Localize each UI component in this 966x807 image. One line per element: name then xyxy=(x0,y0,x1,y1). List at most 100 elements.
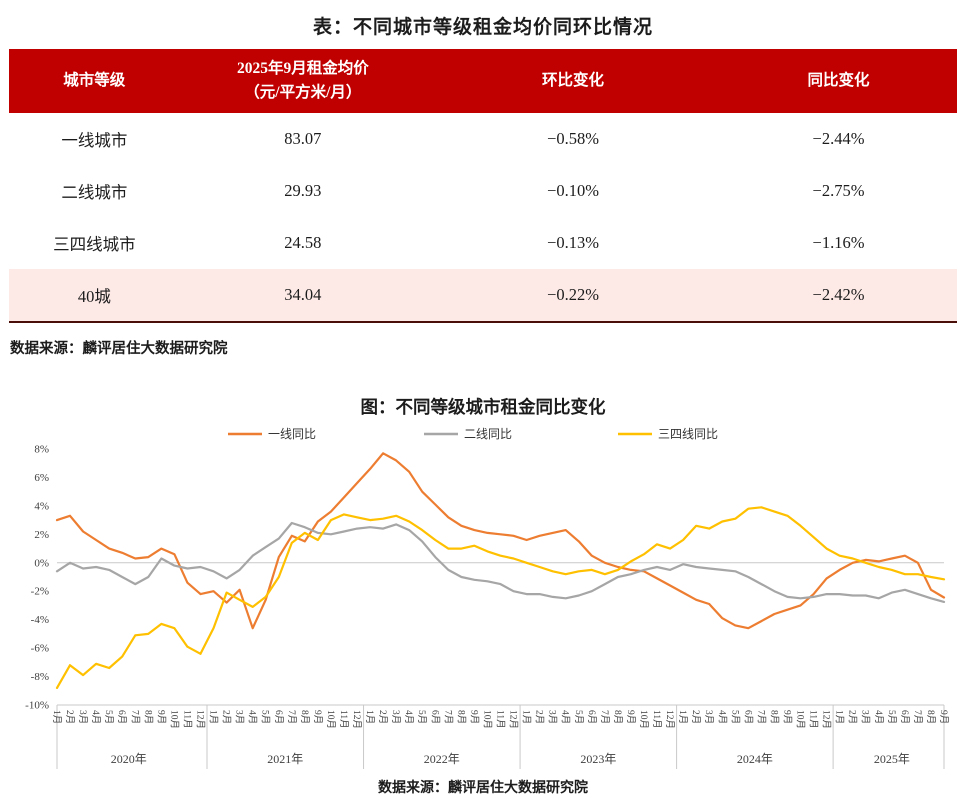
svg-text:二线同比: 二线同比 xyxy=(464,427,512,441)
svg-text:5月: 5月 xyxy=(729,710,740,724)
svg-text:9月: 9月 xyxy=(468,710,479,724)
svg-text:6月: 6月 xyxy=(742,710,753,724)
svg-text:2020年: 2020年 xyxy=(111,752,147,766)
svg-text:12月: 12月 xyxy=(664,710,675,729)
svg-text:2月: 2月 xyxy=(64,710,75,724)
cell-mom: −0.10% xyxy=(547,181,599,201)
col-header-avg-price-line1: 2025年9月租金均价 xyxy=(236,60,369,77)
svg-text:10月: 10月 xyxy=(168,710,179,729)
svg-text:1月: 1月 xyxy=(521,710,532,724)
svg-text:8月: 8月 xyxy=(925,710,936,724)
svg-text:-6%: -6% xyxy=(31,643,49,655)
svg-text:3月: 3月 xyxy=(390,710,401,724)
chart-data-source: 数据来源：麟评居住大数据研究院 xyxy=(378,781,588,797)
svg-text:0%: 0% xyxy=(34,557,49,569)
svg-text:9月: 9月 xyxy=(625,710,636,724)
svg-text:9月: 9月 xyxy=(312,710,323,724)
svg-text:6月: 6月 xyxy=(116,710,127,724)
svg-text:5月: 5月 xyxy=(416,710,427,724)
cell-tier: 三四线城市 xyxy=(53,235,136,255)
cell-mom: −0.58% xyxy=(547,129,599,149)
table-row-tier34: 三四线城市 24.58 −0.13% −1.16% xyxy=(9,217,957,269)
svg-text:10月: 10月 xyxy=(325,710,336,729)
svg-text:1月: 1月 xyxy=(364,710,375,724)
svg-text:6%: 6% xyxy=(34,472,49,484)
col-header-avg-price: 2025年9月租金均价 （元/平方米/月） xyxy=(179,49,427,114)
svg-text:2025年: 2025年 xyxy=(874,752,910,766)
svg-text:一线同比: 一线同比 xyxy=(268,427,316,441)
col-header-avg-price-line2: （元/平方米/月） xyxy=(244,84,362,102)
col-header-mom-change: 环比变化 xyxy=(426,49,720,114)
svg-text:5月: 5月 xyxy=(886,710,897,724)
report-page: 表：不同城市等级租金均价同环比情况 城市等级 2025年9月租金均价 （元/平方… xyxy=(0,12,966,797)
table-row-tier1: 一线城市 83.07 −0.58% −2.44% xyxy=(9,113,957,165)
cell-yoy: −1.16% xyxy=(812,233,865,253)
svg-text:11月: 11月 xyxy=(181,710,192,729)
col-header-yoy-change: 同比变化 xyxy=(719,49,957,114)
cell-yoy: −2.42% xyxy=(812,285,865,305)
svg-text:4月: 4月 xyxy=(716,710,727,724)
svg-text:1月: 1月 xyxy=(834,710,845,724)
svg-text:7月: 7月 xyxy=(442,710,453,724)
svg-text:7月: 7月 xyxy=(912,710,923,724)
svg-text:8月: 8月 xyxy=(142,710,153,724)
svg-text:4月: 4月 xyxy=(247,710,258,724)
cell-mom: −0.13% xyxy=(547,233,599,253)
cell-mom: −0.22% xyxy=(547,285,599,305)
table-header-row: 城市等级 2025年9月租金均价 （元/平方米/月） 环比变化 同比变化 xyxy=(9,49,957,114)
cell-tier: 40城 xyxy=(77,287,111,307)
svg-text:2021年: 2021年 xyxy=(267,752,303,766)
svg-text:4月: 4月 xyxy=(560,710,571,724)
svg-text:9月: 9月 xyxy=(938,710,949,724)
table-row-40cities: 40城 34.04 −0.22% −2.42% xyxy=(9,269,957,323)
svg-text:-4%: -4% xyxy=(31,614,49,626)
chart-title: 图：不同等级城市租金同比变化 xyxy=(360,397,606,418)
svg-text:3月: 3月 xyxy=(547,710,558,724)
svg-text:10月: 10月 xyxy=(638,710,649,729)
svg-text:4%: 4% xyxy=(34,500,49,512)
table-row-tier2: 二线城市 29.93 −0.10% −2.75% xyxy=(9,165,957,217)
yoy-line-chart: 8% 6% 4% 2% 0% -2% -4% -6% -8% -10% 2020年 2021年 2022… xyxy=(25,427,949,770)
cell-price: 83.07 xyxy=(284,129,322,149)
svg-text:4月: 4月 xyxy=(403,710,414,724)
svg-text:11月: 11月 xyxy=(338,710,349,729)
svg-text:12月: 12月 xyxy=(351,710,362,729)
cell-tier: 一线城市 xyxy=(61,131,128,151)
svg-text:2022年: 2022年 xyxy=(424,752,460,766)
svg-text:6月: 6月 xyxy=(273,710,284,724)
svg-text:8月: 8月 xyxy=(768,710,779,724)
svg-text:12月: 12月 xyxy=(821,710,832,729)
cell-price: 34.04 xyxy=(284,285,322,305)
svg-text:5月: 5月 xyxy=(103,710,114,724)
svg-text:6月: 6月 xyxy=(899,710,910,724)
svg-text:2024年: 2024年 xyxy=(737,752,773,766)
svg-text:10月: 10月 xyxy=(795,710,806,729)
svg-text:8月: 8月 xyxy=(455,710,466,724)
svg-text:6月: 6月 xyxy=(429,710,440,724)
svg-text:3月: 3月 xyxy=(703,710,714,724)
svg-text:8月: 8月 xyxy=(299,710,310,724)
cell-yoy: −2.75% xyxy=(812,181,865,201)
svg-text:三四线同比: 三四线同比 xyxy=(658,427,718,441)
svg-text:1月: 1月 xyxy=(51,710,62,724)
svg-text:3月: 3月 xyxy=(860,710,871,724)
svg-text:11月: 11月 xyxy=(808,710,819,729)
svg-text:-8%: -8% xyxy=(31,671,49,683)
svg-text:5月: 5月 xyxy=(260,710,271,724)
svg-text:7月: 7月 xyxy=(755,710,766,724)
svg-text:2月: 2月 xyxy=(847,710,858,724)
svg-text:1月: 1月 xyxy=(677,710,688,724)
svg-text:6月: 6月 xyxy=(586,710,597,724)
svg-text:4月: 4月 xyxy=(873,710,884,724)
svg-text:1月: 1月 xyxy=(208,710,219,724)
svg-text:4月: 4月 xyxy=(90,710,101,724)
table-data-source: 数据来源：麟评居住大数据研究院 xyxy=(10,341,228,358)
cell-price: 29.93 xyxy=(284,181,322,201)
svg-text:3月: 3月 xyxy=(77,710,88,724)
svg-text:11月: 11月 xyxy=(651,710,662,729)
svg-text:2%: 2% xyxy=(34,529,49,541)
svg-text:9月: 9月 xyxy=(155,710,166,724)
svg-text:2月: 2月 xyxy=(377,710,388,724)
svg-text:7月: 7月 xyxy=(129,710,140,724)
svg-text:10月: 10月 xyxy=(482,710,493,729)
